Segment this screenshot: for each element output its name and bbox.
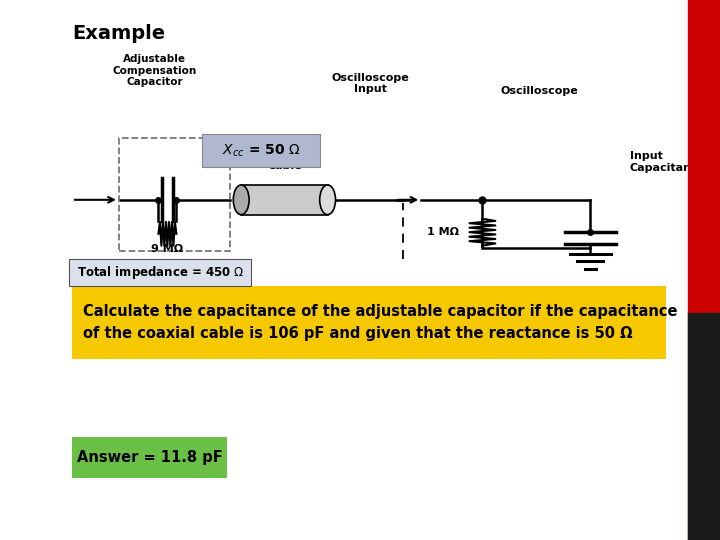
Text: $X_{cc}$ = 50 $\Omega$: $X_{cc}$ = 50 $\Omega$ bbox=[222, 143, 300, 159]
Text: Oscilloscope: Oscilloscope bbox=[500, 86, 578, 97]
Text: Input
Capacitance: Input Capacitance bbox=[630, 151, 706, 173]
Text: 1 MΩ: 1 MΩ bbox=[427, 227, 459, 237]
FancyBboxPatch shape bbox=[72, 437, 227, 478]
Ellipse shape bbox=[233, 185, 249, 215]
Text: Calculate the capacitance of the adjustable capacitor if the capacitance
of the : Calculate the capacitance of the adjusta… bbox=[83, 304, 678, 341]
Text: 9 MΩ: 9 MΩ bbox=[151, 245, 184, 254]
FancyBboxPatch shape bbox=[72, 286, 666, 359]
FancyBboxPatch shape bbox=[202, 134, 320, 167]
Text: Cable: Cable bbox=[267, 161, 302, 172]
Text: Oscilloscope
Input: Oscilloscope Input bbox=[332, 73, 410, 94]
Text: Example: Example bbox=[72, 24, 165, 43]
Text: Adjustable
Compensation
Capacitor: Adjustable Compensation Capacitor bbox=[112, 54, 197, 87]
FancyBboxPatch shape bbox=[69, 259, 251, 286]
Text: Answer = 11.8 pF: Answer = 11.8 pF bbox=[76, 450, 222, 465]
Text: Total impedance = 450 $\Omega$: Total impedance = 450 $\Omega$ bbox=[76, 264, 244, 281]
Ellipse shape bbox=[320, 185, 336, 215]
Bar bbox=[241, 185, 328, 214]
